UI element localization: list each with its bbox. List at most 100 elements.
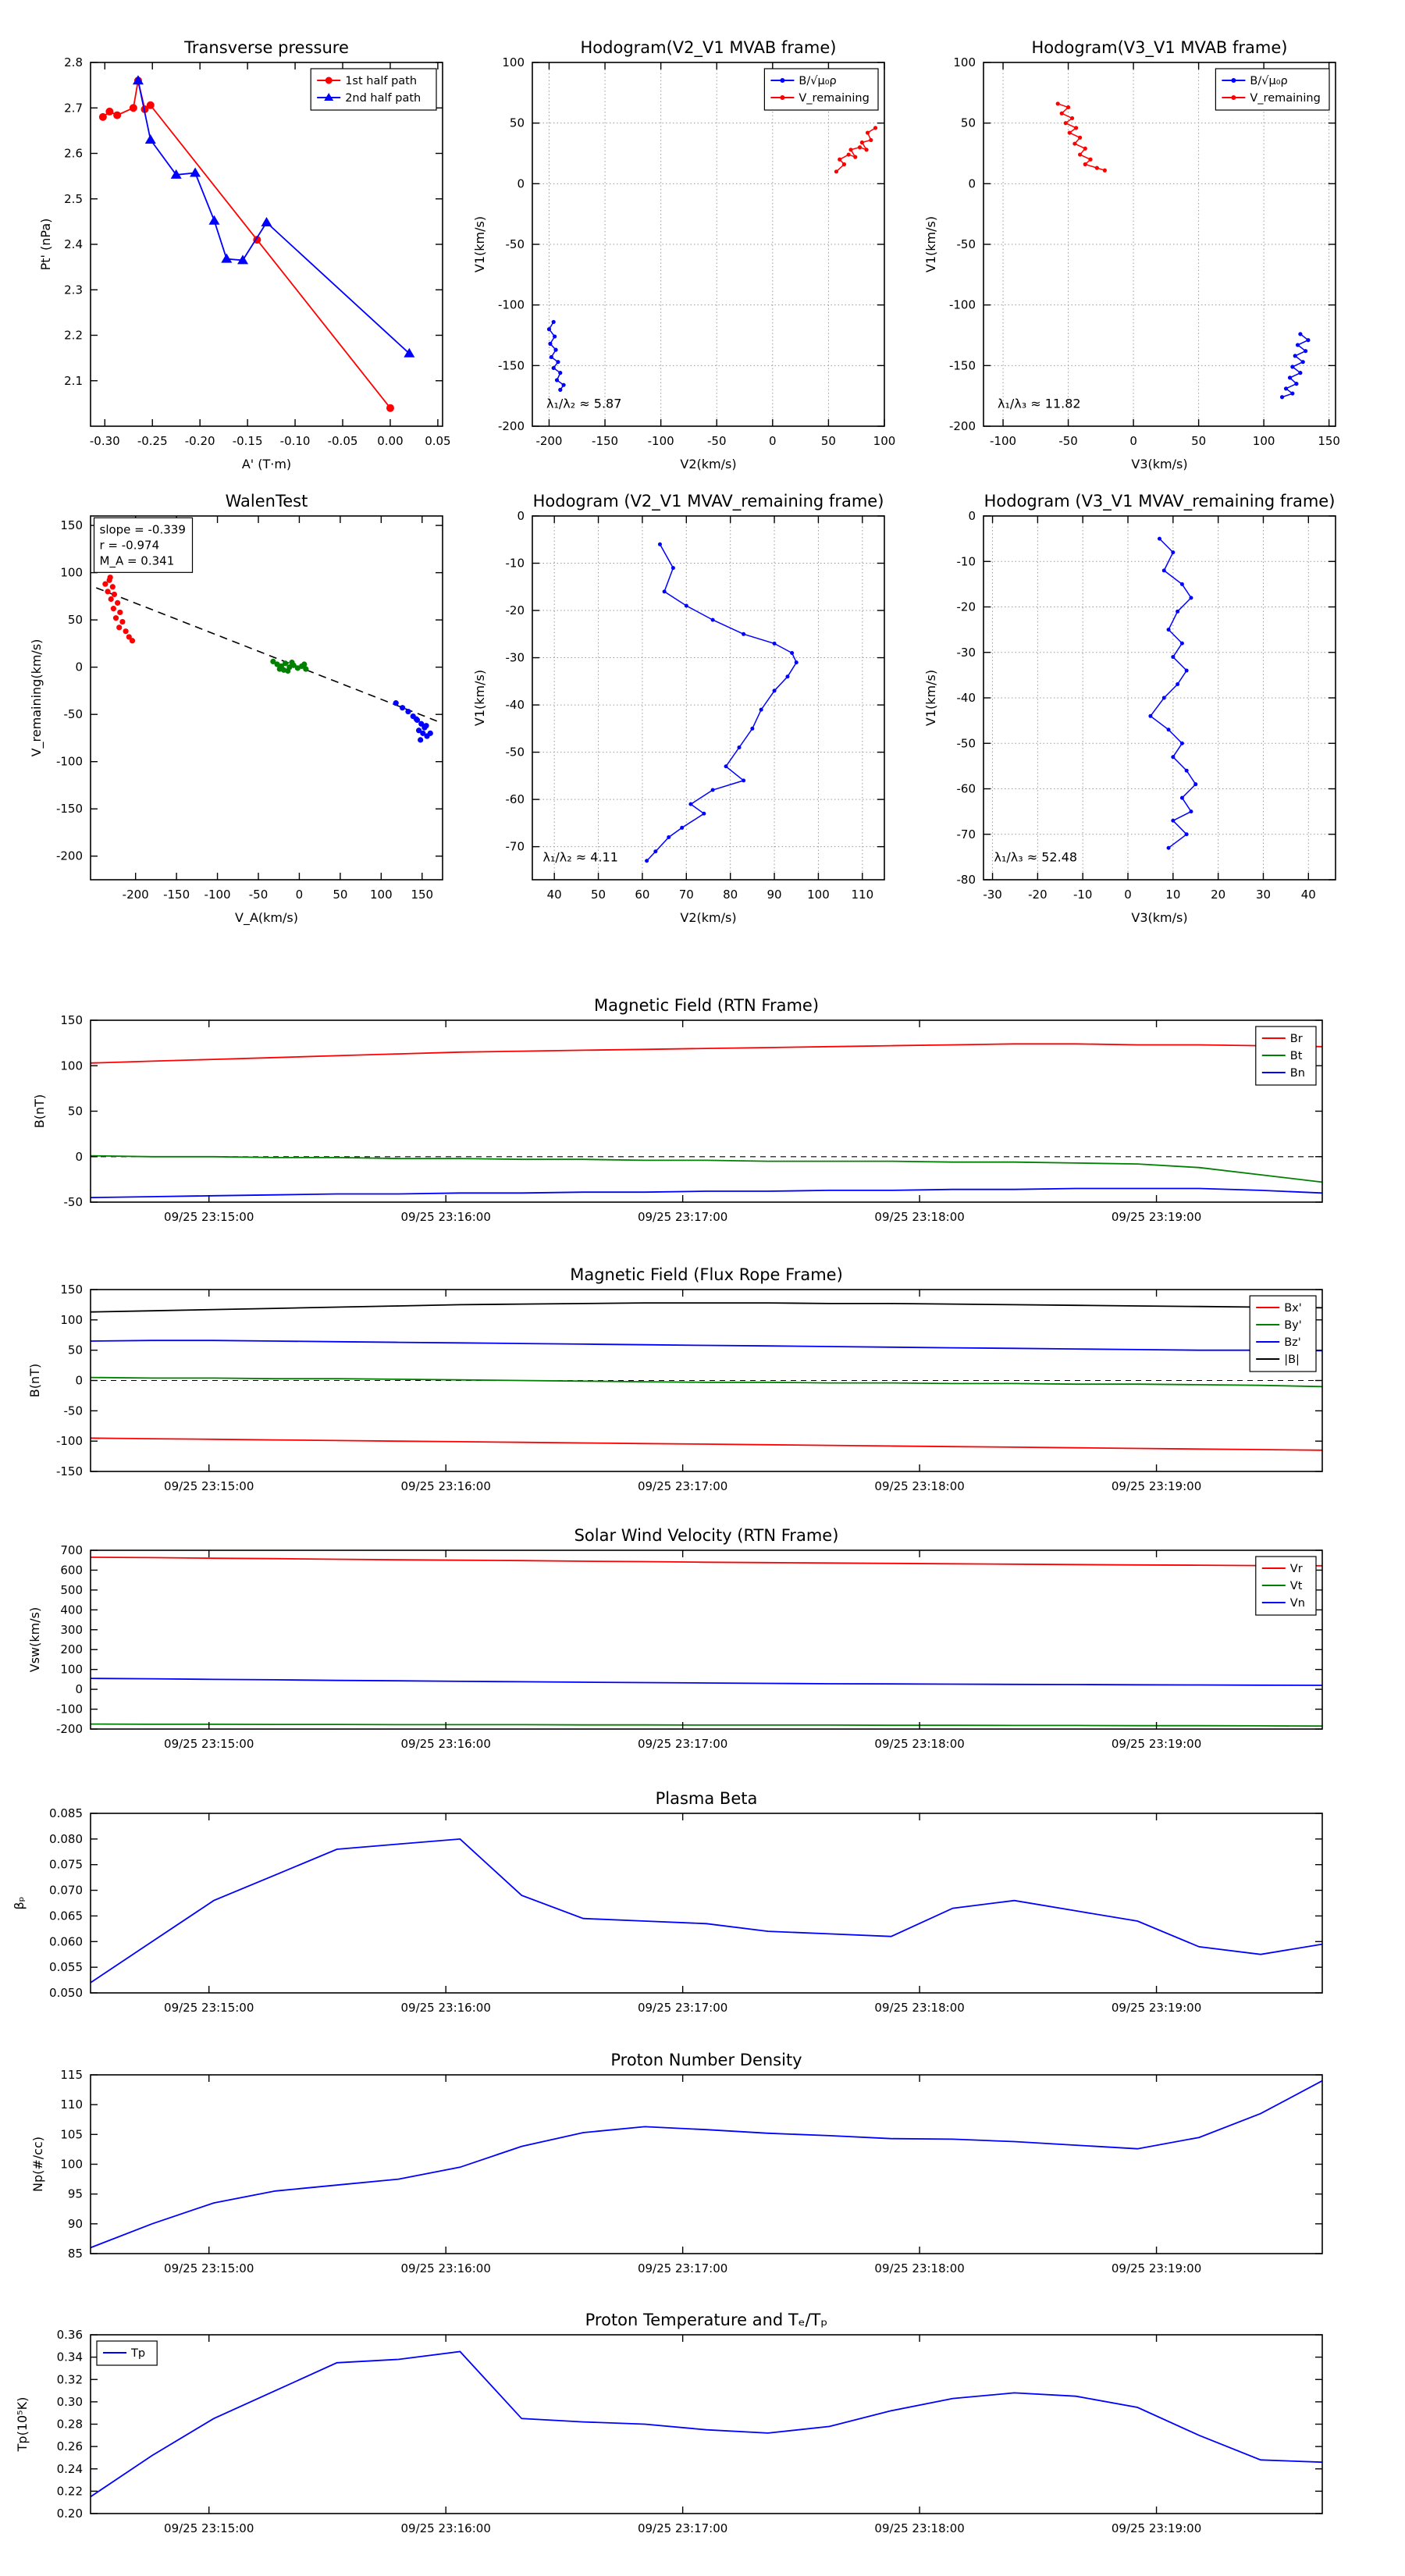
y-tick-label: 2.2 — [64, 329, 83, 343]
y-tick-label: -30 — [506, 651, 525, 665]
y-tick-label: 400 — [60, 1603, 83, 1617]
y-tick-label: 50 — [68, 613, 83, 627]
y-axis-label: V1(km/s) — [923, 216, 938, 272]
x-tick-label: 20 — [1211, 888, 1225, 902]
x-tick-label: 0.00 — [377, 434, 403, 448]
x-tick-label: -200 — [535, 434, 562, 448]
y-tick-label: -150 — [56, 802, 83, 816]
y-tick-label: 0.22 — [57, 2484, 83, 2498]
y-axis-label: βₚ — [12, 1896, 27, 1909]
axes-frame — [532, 515, 885, 881]
y-tick-label: 2.5 — [64, 192, 83, 206]
y-tick-label: -70 — [957, 827, 976, 841]
svg-text:V_remaining: V_remaining — [1250, 92, 1320, 105]
x-tick-label: 0 — [296, 888, 304, 902]
y-tick-label: 100 — [502, 55, 525, 69]
y-tick-label: -200 — [498, 419, 525, 433]
chart-title: WalenTest — [226, 492, 308, 511]
y-tick-label: 0.060 — [49, 1934, 83, 1948]
x-tick-label: 09/25 23:16:00 — [401, 1737, 491, 1751]
svg-text:Vr: Vr — [1290, 1563, 1303, 1575]
y-tick-label: 500 — [60, 1583, 83, 1597]
x-tick-label: -100 — [990, 434, 1016, 448]
x-tick-label: -0.20 — [185, 434, 215, 448]
y-axis-label: V1(km/s) — [472, 670, 487, 726]
x-tick-label: 09/25 23:19:00 — [1112, 2261, 1201, 2275]
walen-test: -200 -150 -100 -50 0 50 100 150 -200 -150 -100 -50 0… — [29, 492, 443, 926]
x-tick-label: 100 — [873, 434, 896, 448]
x-tick-label: 100 — [1253, 434, 1275, 448]
y-tick-label: 100 — [60, 2158, 83, 2172]
y-tick-label: 150 — [60, 518, 83, 532]
svg-text:|B|: |B| — [1284, 1354, 1300, 1366]
y-tick-label: -50 — [64, 1195, 84, 1209]
y-tick-label: 100 — [60, 1059, 83, 1073]
chart-title: Plasma Beta — [656, 1789, 758, 1808]
y-tick-label: 2.8 — [64, 55, 83, 69]
x-tick-label: 09/25 23:15:00 — [164, 2001, 254, 2015]
y-axis-label: Vsw(km/s) — [27, 1607, 42, 1672]
svg-text:Bx': Bx' — [1284, 1302, 1302, 1315]
x-axis-label: V2(km/s) — [680, 457, 736, 471]
series-B-magnitude — [90, 1302, 1323, 1313]
x-tick-label: -0.15 — [233, 434, 263, 448]
x-tick-label: -50 — [707, 434, 727, 448]
y-tick-label: 0.075 — [49, 1858, 83, 1872]
y-tick-label: -100 — [56, 1703, 83, 1717]
y-tick-label: 600 — [60, 1563, 83, 1577]
x-tick-label: 09/25 23:17:00 — [638, 1210, 727, 1224]
hodogram-v3v1-mvab: -100 -50 0 50 100 150 -200 -150 -100 -50 0 50 100 Hod… — [923, 38, 1340, 471]
y-tick-label: 50 — [961, 116, 976, 130]
y-tick-label: 0.080 — [49, 1832, 83, 1846]
x-tick-label: -0.25 — [137, 434, 168, 448]
x-tick-label: 70 — [679, 888, 694, 902]
y-tick-label: -200 — [56, 849, 83, 863]
annotation-text: λ₁/λ₂ ≈ 4.11 — [543, 850, 618, 865]
legend — [310, 68, 437, 111]
chart-title: Magnetic Field (Flux Rope Frame) — [570, 1265, 843, 1284]
y-axis-label: V_remaining(km/s) — [29, 639, 44, 757]
y-tick-label: -70 — [506, 840, 525, 854]
y-tick-label: 0 — [968, 509, 976, 523]
x-tick-label: -10 — [1073, 888, 1093, 902]
annotation-text: λ₁/λ₃ ≈ 52.48 — [994, 850, 1078, 865]
x-tick-label: 150 — [1318, 434, 1340, 448]
series-Br — [90, 1043, 1323, 1064]
x-tick-label: 50 — [591, 888, 606, 902]
series-Vt — [90, 1723, 1323, 1727]
transverse-pressure: -0.30 -0.25 -0.20 -0.15 -0.10 -0.05 0.00 0.05 2.… — [38, 38, 451, 471]
x-tick-label: 50 — [333, 888, 347, 902]
svg-text:B/√μ₀ρ: B/√μ₀ρ — [799, 75, 836, 87]
x-tick-label: 60 — [635, 888, 649, 902]
y-tick-label: 0.30 — [57, 2395, 83, 2409]
x-axis-label: V3(km/s) — [1131, 457, 1187, 471]
series-Bn — [90, 1187, 1323, 1199]
x-axis-label: V_A(km/s) — [235, 910, 298, 926]
axes-frame — [90, 1813, 1323, 1994]
y-tick-label: 150 — [60, 1283, 83, 1297]
y-tick-label: -100 — [949, 298, 976, 312]
legend — [763, 68, 879, 111]
x-tick-label: 09/25 23:15:00 — [164, 1737, 254, 1751]
y-tick-label: -50 — [957, 237, 976, 251]
y-tick-label: 2.6 — [64, 147, 83, 161]
y-axis-label: V1(km/s) — [472, 216, 487, 272]
y-tick-label: -10 — [957, 554, 976, 568]
x-tick-label: 100 — [370, 888, 393, 902]
svg-text:Br: Br — [1290, 1033, 1303, 1045]
series-Bt — [90, 1155, 1323, 1183]
y-tick-label: 0.20 — [57, 2507, 83, 2521]
chart-title: Magnetic Field (RTN Frame) — [594, 996, 819, 1015]
x-tick-label: 09/25 23:16:00 — [401, 1479, 491, 1493]
y-axis-label: B(nT) — [27, 1364, 42, 1397]
y-tick-label: 0.050 — [49, 1986, 83, 2000]
x-tick-label: 09/25 23:18:00 — [874, 2521, 964, 2535]
y-tick-label: 0.36 — [57, 2328, 83, 2342]
y-tick-label: -100 — [56, 755, 83, 769]
y-tick-label: 0 — [968, 176, 976, 190]
y-tick-label: -60 — [957, 782, 976, 796]
proton-temperature: 09/25 23:15:00 09/25 23:16:00 09/25 23:17:… — [15, 2311, 1323, 2535]
y-tick-label: -80 — [957, 873, 976, 887]
